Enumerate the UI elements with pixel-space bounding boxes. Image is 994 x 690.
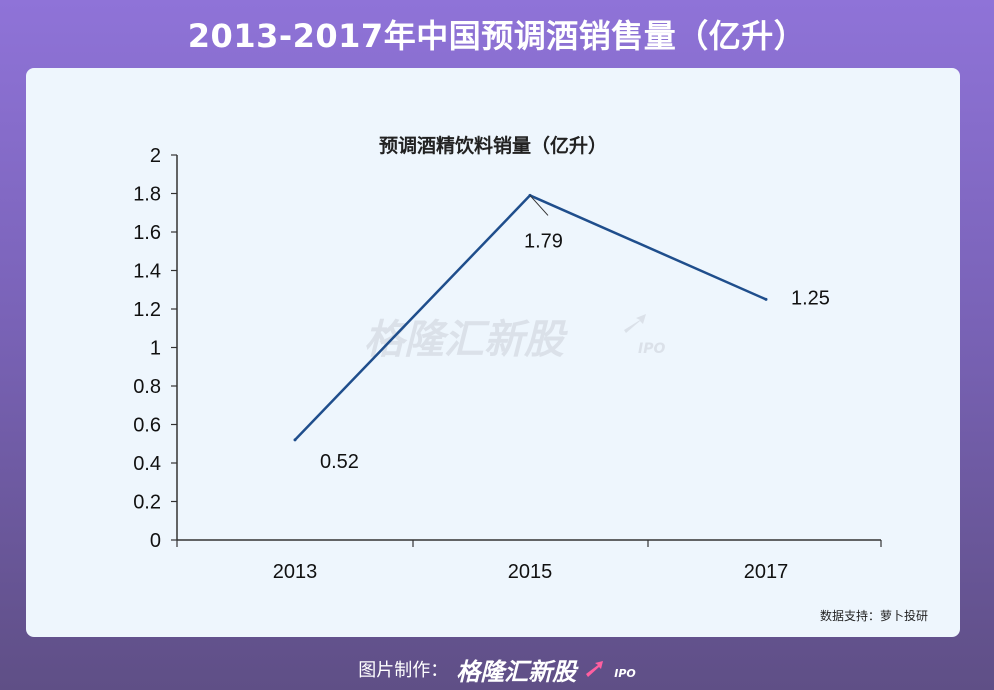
data-label: 1.25 <box>791 287 830 309</box>
page-title: 2013-2017年中国预调酒销售量（亿升） <box>187 17 807 55</box>
y-tick-label: 0.6 <box>133 415 161 437</box>
y-tick-label: 1.2 <box>133 299 161 321</box>
data-label-leader <box>529 195 549 216</box>
watermark-brand: 格隆汇新股 <box>364 317 568 363</box>
brand-arrow-icon <box>586 661 604 677</box>
x-tick-label: 2015 <box>508 561 553 583</box>
series-layer: 0.52 1.79 1.25 <box>293 193 830 473</box>
data-point <box>764 297 768 301</box>
y-tick-label: 2 <box>150 145 161 167</box>
footer-brand: 格隆汇新股 <box>456 657 577 686</box>
y-tick-label: 0.4 <box>133 453 161 475</box>
axes: 0 0.2 0.4 0.6 0.8 1 1.2 1.4 1.6 1.8 2 2013 2015 2017 <box>133 145 882 583</box>
watermark: 格隆汇新股 IPO <box>364 314 665 363</box>
footer-suffix: IPO <box>614 667 636 680</box>
y-tick-label: 0 <box>150 530 161 552</box>
y-tick-label: 0.2 <box>133 492 161 514</box>
y-tick-label: 1.8 <box>133 184 161 206</box>
chart-card: 预调酒精饮料销量（亿升） 格隆汇新股 IPO 0 0.2 0.4 0.6 0.8 1 1.2… <box>26 68 960 637</box>
watermark-arrow-icon <box>624 314 646 333</box>
watermark-suffix: IPO <box>638 341 665 357</box>
line-chart: 预调酒精饮料销量（亿升） 格隆汇新股 IPO 0 0.2 0.4 0.6 0.8 1 1.2… <box>133 134 928 623</box>
data-point <box>293 438 297 442</box>
y-tick-label: 0.8 <box>133 376 161 398</box>
footer: 图片制作： 格隆汇新股 IPO <box>0 648 994 690</box>
y-tick-label: 1.4 <box>133 261 161 283</box>
data-label: 0.52 <box>320 451 359 473</box>
y-tick-label: 1 <box>150 338 161 360</box>
data-label: 1.79 <box>524 230 563 252</box>
x-tick-label: 2017 <box>744 561 789 583</box>
chart-title: 预调酒精饮料销量（亿升） <box>379 134 607 157</box>
footer-label: 图片制作： <box>358 660 449 681</box>
y-tick-label: 1.6 <box>133 222 161 244</box>
source-note: 数据支持：萝卜投研 <box>820 608 928 623</box>
x-tick-label: 2013 <box>273 561 318 583</box>
